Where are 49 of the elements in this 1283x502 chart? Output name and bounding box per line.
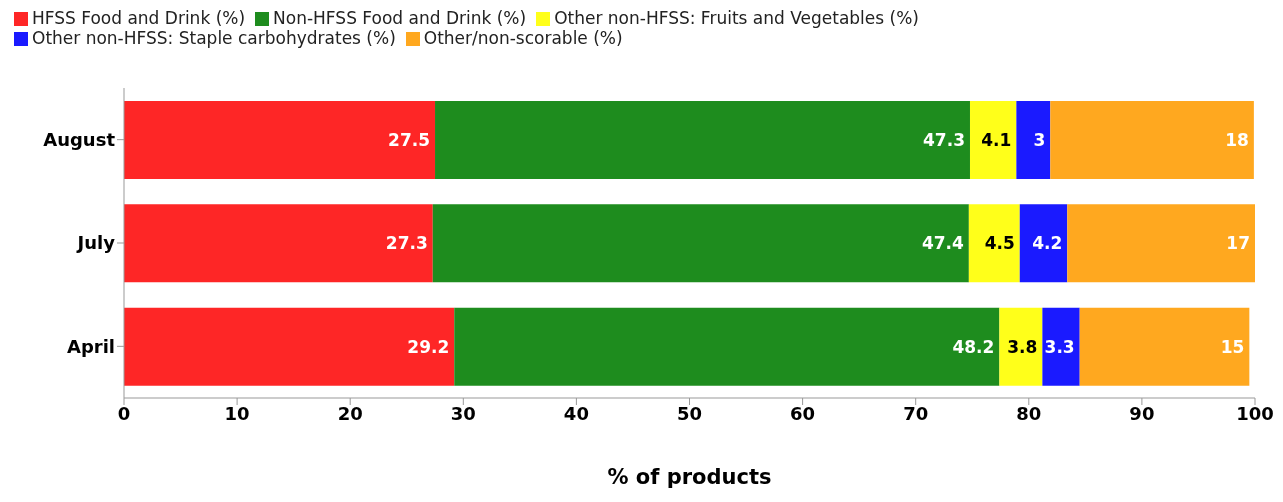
bar xyxy=(1019,204,1068,283)
data-label: 4.2 xyxy=(1032,233,1063,254)
x-tick-label: 0 xyxy=(117,402,131,424)
bar xyxy=(1079,307,1250,386)
bar xyxy=(124,204,433,283)
x-tick-label: 80 xyxy=(1016,402,1042,424)
data-label: 48.2 xyxy=(952,336,995,357)
x-tick-label: 50 xyxy=(676,402,703,424)
bar xyxy=(1050,101,1254,179)
data-label: 47.3 xyxy=(923,130,965,151)
y-tick-label: July xyxy=(75,232,116,254)
x-tick-label: 60 xyxy=(790,402,816,424)
data-label: 3.8 xyxy=(1007,336,1038,357)
bar xyxy=(999,307,1043,386)
legend-label: Other/non-scorable (%) xyxy=(423,28,623,48)
data-label: 15 xyxy=(1220,336,1245,357)
bar xyxy=(124,101,436,179)
y-tick-label: April xyxy=(66,335,115,357)
legend-label: Other non-HFSS: Staple carbohydrates (%) xyxy=(32,28,396,48)
data-label: 18 xyxy=(1225,130,1249,151)
bar xyxy=(1042,307,1080,386)
bar xyxy=(124,307,455,386)
x-tick-label: 40 xyxy=(563,402,589,424)
legend-label: Non-HFSS Food and Drink (%) xyxy=(273,8,527,28)
data-label: 4.5 xyxy=(984,233,1015,254)
data-label: 4.1 xyxy=(981,130,1012,151)
legend-label: HFSS Food and Drink (%) xyxy=(32,8,246,28)
data-label: 29.2 xyxy=(407,336,450,357)
y-tick-label: August xyxy=(43,129,116,151)
x-tick-label: 10 xyxy=(224,402,250,424)
x-tick-label: 30 xyxy=(450,402,476,424)
data-label: 3 xyxy=(1033,130,1046,151)
data-label: 3.3 xyxy=(1044,336,1075,357)
bar xyxy=(969,101,1017,179)
data-label: 27.3 xyxy=(385,233,428,254)
x-axis-title: % of products xyxy=(607,465,772,489)
bar xyxy=(1016,101,1051,179)
x-tick-label: 20 xyxy=(337,402,363,424)
bar xyxy=(432,204,969,283)
bar xyxy=(435,101,970,179)
x-tick-label: 100 xyxy=(1236,402,1274,424)
bar xyxy=(454,307,1000,386)
bar xyxy=(968,204,1020,283)
data-label: 17 xyxy=(1226,233,1250,254)
x-tick-label: 70 xyxy=(903,402,929,424)
data-label: 47.4 xyxy=(921,233,965,254)
x-tick-label: 90 xyxy=(1129,402,1155,424)
legend-label: Other non-HFSS: Fruits and Vegetables (%) xyxy=(554,8,919,28)
data-label: 27.5 xyxy=(388,130,431,151)
